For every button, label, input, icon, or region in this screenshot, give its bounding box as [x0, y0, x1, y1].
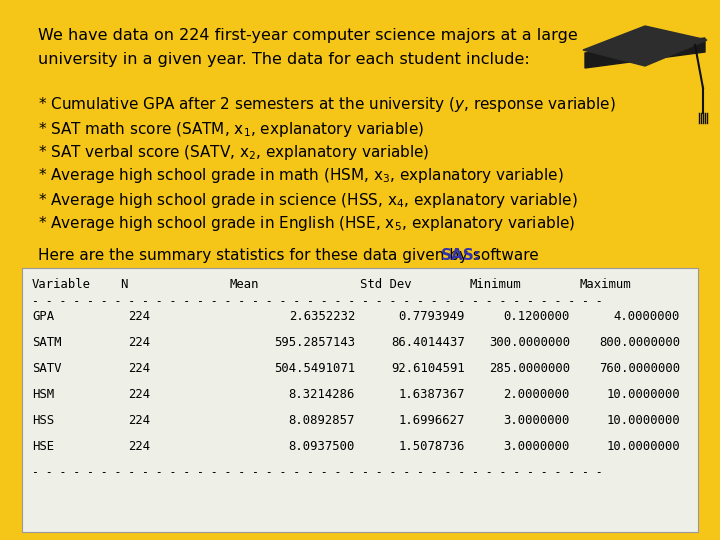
Text: 1.6996627: 1.6996627 [399, 414, 465, 427]
Text: 800.0000000: 800.0000000 [599, 336, 680, 349]
Text: HSE: HSE [32, 440, 54, 453]
Text: - - - - - - - - - - - - - - - - - - - - - - - - - - - - - - - - - - - - - - - - : - - - - - - - - - - - - - - - - - - - - … [32, 295, 603, 308]
Text: 224: 224 [128, 440, 150, 453]
Text: 8.3214286: 8.3214286 [289, 388, 355, 401]
Text: 285.0000000: 285.0000000 [489, 362, 570, 375]
Text: * SAT verbal score (SATV, x$_2$, explanatory variable): * SAT verbal score (SATV, x$_2$, explana… [38, 143, 430, 162]
Text: 92.6104591: 92.6104591 [391, 362, 465, 375]
FancyBboxPatch shape [22, 268, 698, 532]
Text: Here are the summary statistics for these data given by software: Here are the summary statistics for thes… [38, 248, 544, 263]
Text: GPA: GPA [32, 310, 54, 323]
Text: 224: 224 [128, 336, 150, 349]
Text: university in a given year. The data for each student include:: university in a given year. The data for… [38, 52, 530, 67]
Polygon shape [583, 26, 707, 66]
Text: 3.0000000: 3.0000000 [503, 440, 570, 453]
Text: Maximum: Maximum [580, 278, 631, 291]
Text: 1.6387367: 1.6387367 [399, 388, 465, 401]
Text: 3.0000000: 3.0000000 [503, 414, 570, 427]
Text: 86.4014437: 86.4014437 [391, 336, 465, 349]
Text: 224: 224 [128, 362, 150, 375]
Text: Variable: Variable [32, 278, 91, 291]
Text: * Average high school grade in science (HSS, x$_4$, explanatory variable): * Average high school grade in science (… [38, 191, 577, 210]
Text: 2.0000000: 2.0000000 [503, 388, 570, 401]
Text: 8.0937500: 8.0937500 [289, 440, 355, 453]
Text: 224: 224 [128, 388, 150, 401]
Text: SATV: SATV [32, 362, 61, 375]
Text: 1.5078736: 1.5078736 [399, 440, 465, 453]
Text: 2.6352232: 2.6352232 [289, 310, 355, 323]
Text: Mean: Mean [230, 278, 259, 291]
Text: 0.1200000: 0.1200000 [503, 310, 570, 323]
Text: 300.0000000: 300.0000000 [489, 336, 570, 349]
Text: 4.0000000: 4.0000000 [613, 310, 680, 323]
Text: 224: 224 [128, 310, 150, 323]
Text: - - - - - - - - - - - - - - - - - - - - - - - - - - - - - - - - - - - - - - - - : - - - - - - - - - - - - - - - - - - - - … [32, 466, 603, 479]
Text: HSM: HSM [32, 388, 54, 401]
Text: HSS: HSS [32, 414, 54, 427]
Text: Std Dev: Std Dev [360, 278, 412, 291]
Text: 10.0000000: 10.0000000 [606, 414, 680, 427]
Text: 760.0000000: 760.0000000 [599, 362, 680, 375]
Text: 0.7793949: 0.7793949 [399, 310, 465, 323]
Polygon shape [585, 38, 705, 68]
Text: 595.2857143: 595.2857143 [274, 336, 355, 349]
Text: * SAT math score (SATM, x$_1$, explanatory variable): * SAT math score (SATM, x$_1$, explanato… [38, 120, 424, 139]
Text: * Average high school grade in English (HSE, x$_5$, explanatory variable): * Average high school grade in English (… [38, 214, 575, 233]
Text: N: N [120, 278, 127, 291]
Text: 504.5491071: 504.5491071 [274, 362, 355, 375]
Text: SATM: SATM [32, 336, 61, 349]
Text: SAS:: SAS: [441, 248, 481, 263]
Text: We have data on 224 first-year computer science majors at a large: We have data on 224 first-year computer … [38, 28, 577, 43]
Text: Minimum: Minimum [470, 278, 521, 291]
Text: 10.0000000: 10.0000000 [606, 440, 680, 453]
Text: 8.0892857: 8.0892857 [289, 414, 355, 427]
Text: * Average high school grade in math (HSM, x$_3$, explanatory variable): * Average high school grade in math (HSM… [38, 166, 564, 185]
Text: * Cumulative GPA after 2 semesters at the university ($\mathit{y}$, response var: * Cumulative GPA after 2 semesters at th… [38, 95, 616, 114]
Text: 10.0000000: 10.0000000 [606, 388, 680, 401]
Text: 224: 224 [128, 414, 150, 427]
